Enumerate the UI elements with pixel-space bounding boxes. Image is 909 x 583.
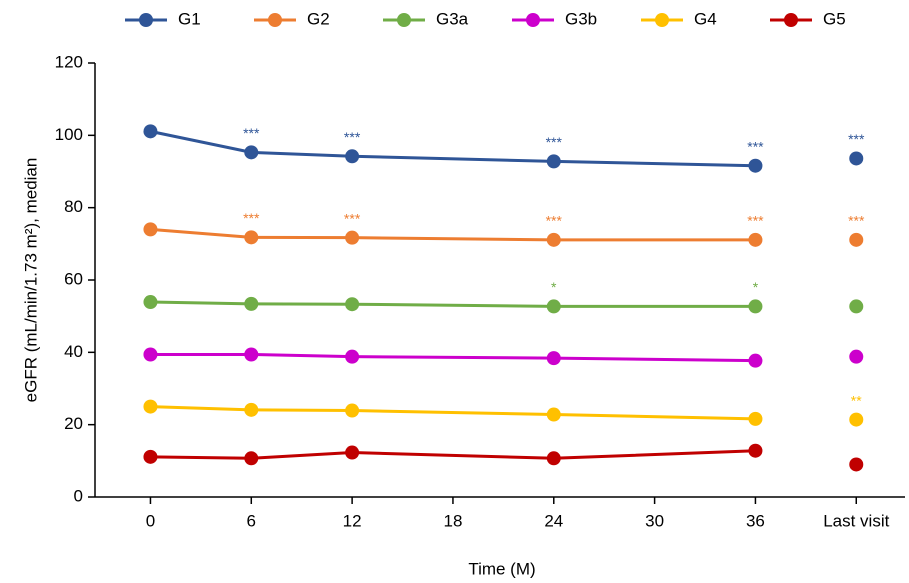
legend-marker bbox=[526, 13, 540, 27]
last-visit-point bbox=[849, 349, 864, 364]
significance-label: *** bbox=[848, 213, 865, 229]
series-line bbox=[150, 300, 756, 308]
data-point bbox=[546, 351, 561, 366]
legend-marker bbox=[139, 13, 153, 27]
data-point bbox=[748, 443, 763, 458]
data-point bbox=[546, 451, 561, 466]
x-tick-label: 0 bbox=[146, 511, 155, 530]
legend-marker bbox=[397, 13, 411, 27]
x-tick-label: 36 bbox=[746, 511, 765, 530]
y-tick-label: 40 bbox=[64, 342, 83, 361]
legend-label: G2 bbox=[307, 9, 330, 28]
data-point bbox=[143, 399, 158, 414]
significance-label: *** bbox=[243, 125, 260, 141]
data-point bbox=[244, 347, 259, 362]
series-line bbox=[150, 449, 756, 460]
legend-label: G5 bbox=[823, 9, 846, 28]
x-tick-label: 6 bbox=[247, 511, 256, 530]
x-tick-label: Last visit bbox=[823, 511, 889, 530]
data-point bbox=[748, 353, 763, 368]
data-point bbox=[345, 297, 360, 312]
significance-label: * bbox=[753, 279, 759, 295]
data-point bbox=[244, 451, 259, 466]
data-point bbox=[143, 449, 158, 464]
x-tick-label: 18 bbox=[443, 511, 462, 530]
data-point bbox=[143, 347, 158, 362]
legend-label: G3b bbox=[565, 9, 597, 28]
y-tick-label: 80 bbox=[64, 197, 83, 216]
significance-label: *** bbox=[243, 210, 260, 226]
significance-label: *** bbox=[848, 131, 865, 147]
x-axis-label: Time (M) bbox=[468, 559, 535, 578]
series-line bbox=[150, 129, 756, 168]
legend-label: G1 bbox=[178, 9, 201, 28]
data-point bbox=[143, 124, 158, 139]
x-tick-label: 12 bbox=[343, 511, 362, 530]
significance-label: *** bbox=[344, 210, 361, 226]
last-visit-point bbox=[849, 457, 864, 472]
legend-marker bbox=[655, 13, 669, 27]
legend-marker bbox=[784, 13, 798, 27]
data-point bbox=[748, 232, 763, 247]
last-visit-point bbox=[849, 299, 864, 314]
significance-label: *** bbox=[344, 129, 361, 145]
x-tick-label: 30 bbox=[645, 511, 664, 530]
y-tick-label: 0 bbox=[74, 486, 83, 505]
y-axis-label: eGFR (mL/min/1.73 m²), median bbox=[21, 158, 40, 403]
data-point bbox=[143, 295, 158, 310]
data-point bbox=[244, 145, 259, 160]
y-tick-label: 120 bbox=[55, 52, 83, 71]
legend-label: G4 bbox=[694, 9, 717, 28]
data-point bbox=[244, 402, 259, 417]
y-tick-label: 20 bbox=[64, 414, 83, 433]
y-tick-label: 100 bbox=[55, 125, 83, 144]
data-point bbox=[345, 445, 360, 460]
significance-label: *** bbox=[546, 213, 563, 229]
significance-label: * bbox=[551, 279, 557, 295]
data-point bbox=[345, 230, 360, 245]
last-visit-point bbox=[849, 232, 864, 247]
data-point bbox=[748, 299, 763, 314]
legend-marker bbox=[268, 13, 282, 27]
series-line bbox=[150, 227, 756, 242]
last-visit-point bbox=[849, 412, 864, 427]
significance-label: *** bbox=[747, 138, 764, 154]
data-point bbox=[143, 222, 158, 237]
data-point bbox=[748, 158, 763, 173]
y-tick-label: 60 bbox=[64, 269, 83, 288]
significance-label: *** bbox=[747, 213, 764, 229]
series-line bbox=[150, 353, 756, 363]
data-point bbox=[546, 299, 561, 314]
x-tick-label: 24 bbox=[544, 511, 563, 530]
data-point bbox=[345, 349, 360, 364]
data-point bbox=[546, 154, 561, 169]
data-point bbox=[546, 407, 561, 422]
significance-label: *** bbox=[546, 134, 563, 150]
series-line bbox=[150, 405, 756, 421]
data-point bbox=[244, 230, 259, 245]
data-point bbox=[748, 411, 763, 426]
data-point bbox=[345, 149, 360, 164]
data-point bbox=[345, 403, 360, 418]
significance-label: ** bbox=[851, 392, 862, 408]
data-point bbox=[546, 232, 561, 247]
legend-label: G3a bbox=[436, 9, 469, 28]
last-visit-point bbox=[849, 151, 864, 166]
data-point bbox=[244, 296, 259, 311]
